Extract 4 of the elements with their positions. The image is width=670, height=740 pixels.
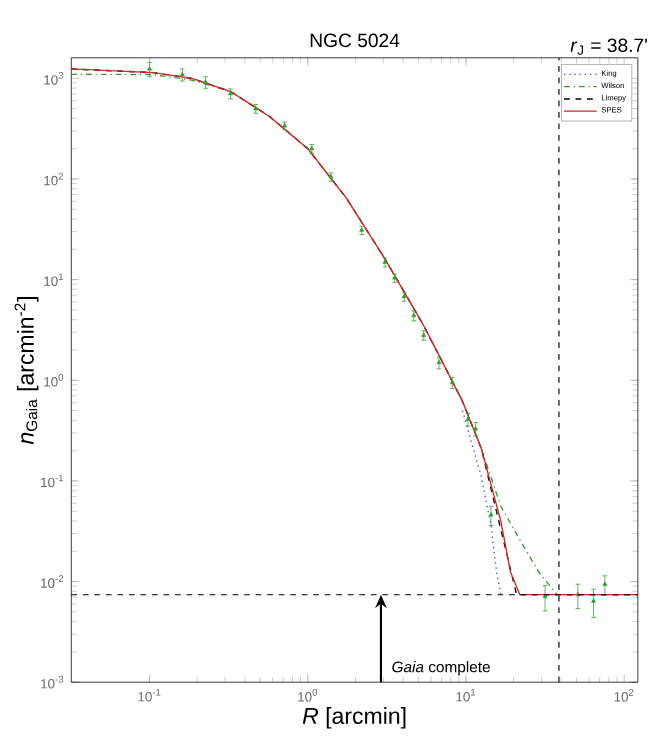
x-axis-title: R [arcmin] bbox=[302, 707, 406, 729]
chart-title: NGC 5024 bbox=[310, 33, 400, 48]
ref-line-label: r$_{J}$ = 38.7' bbox=[570, 38, 647, 55]
y-axis-title: n$_{Gaia}$ [arcmin$^{-2}$] bbox=[14, 297, 39, 445]
